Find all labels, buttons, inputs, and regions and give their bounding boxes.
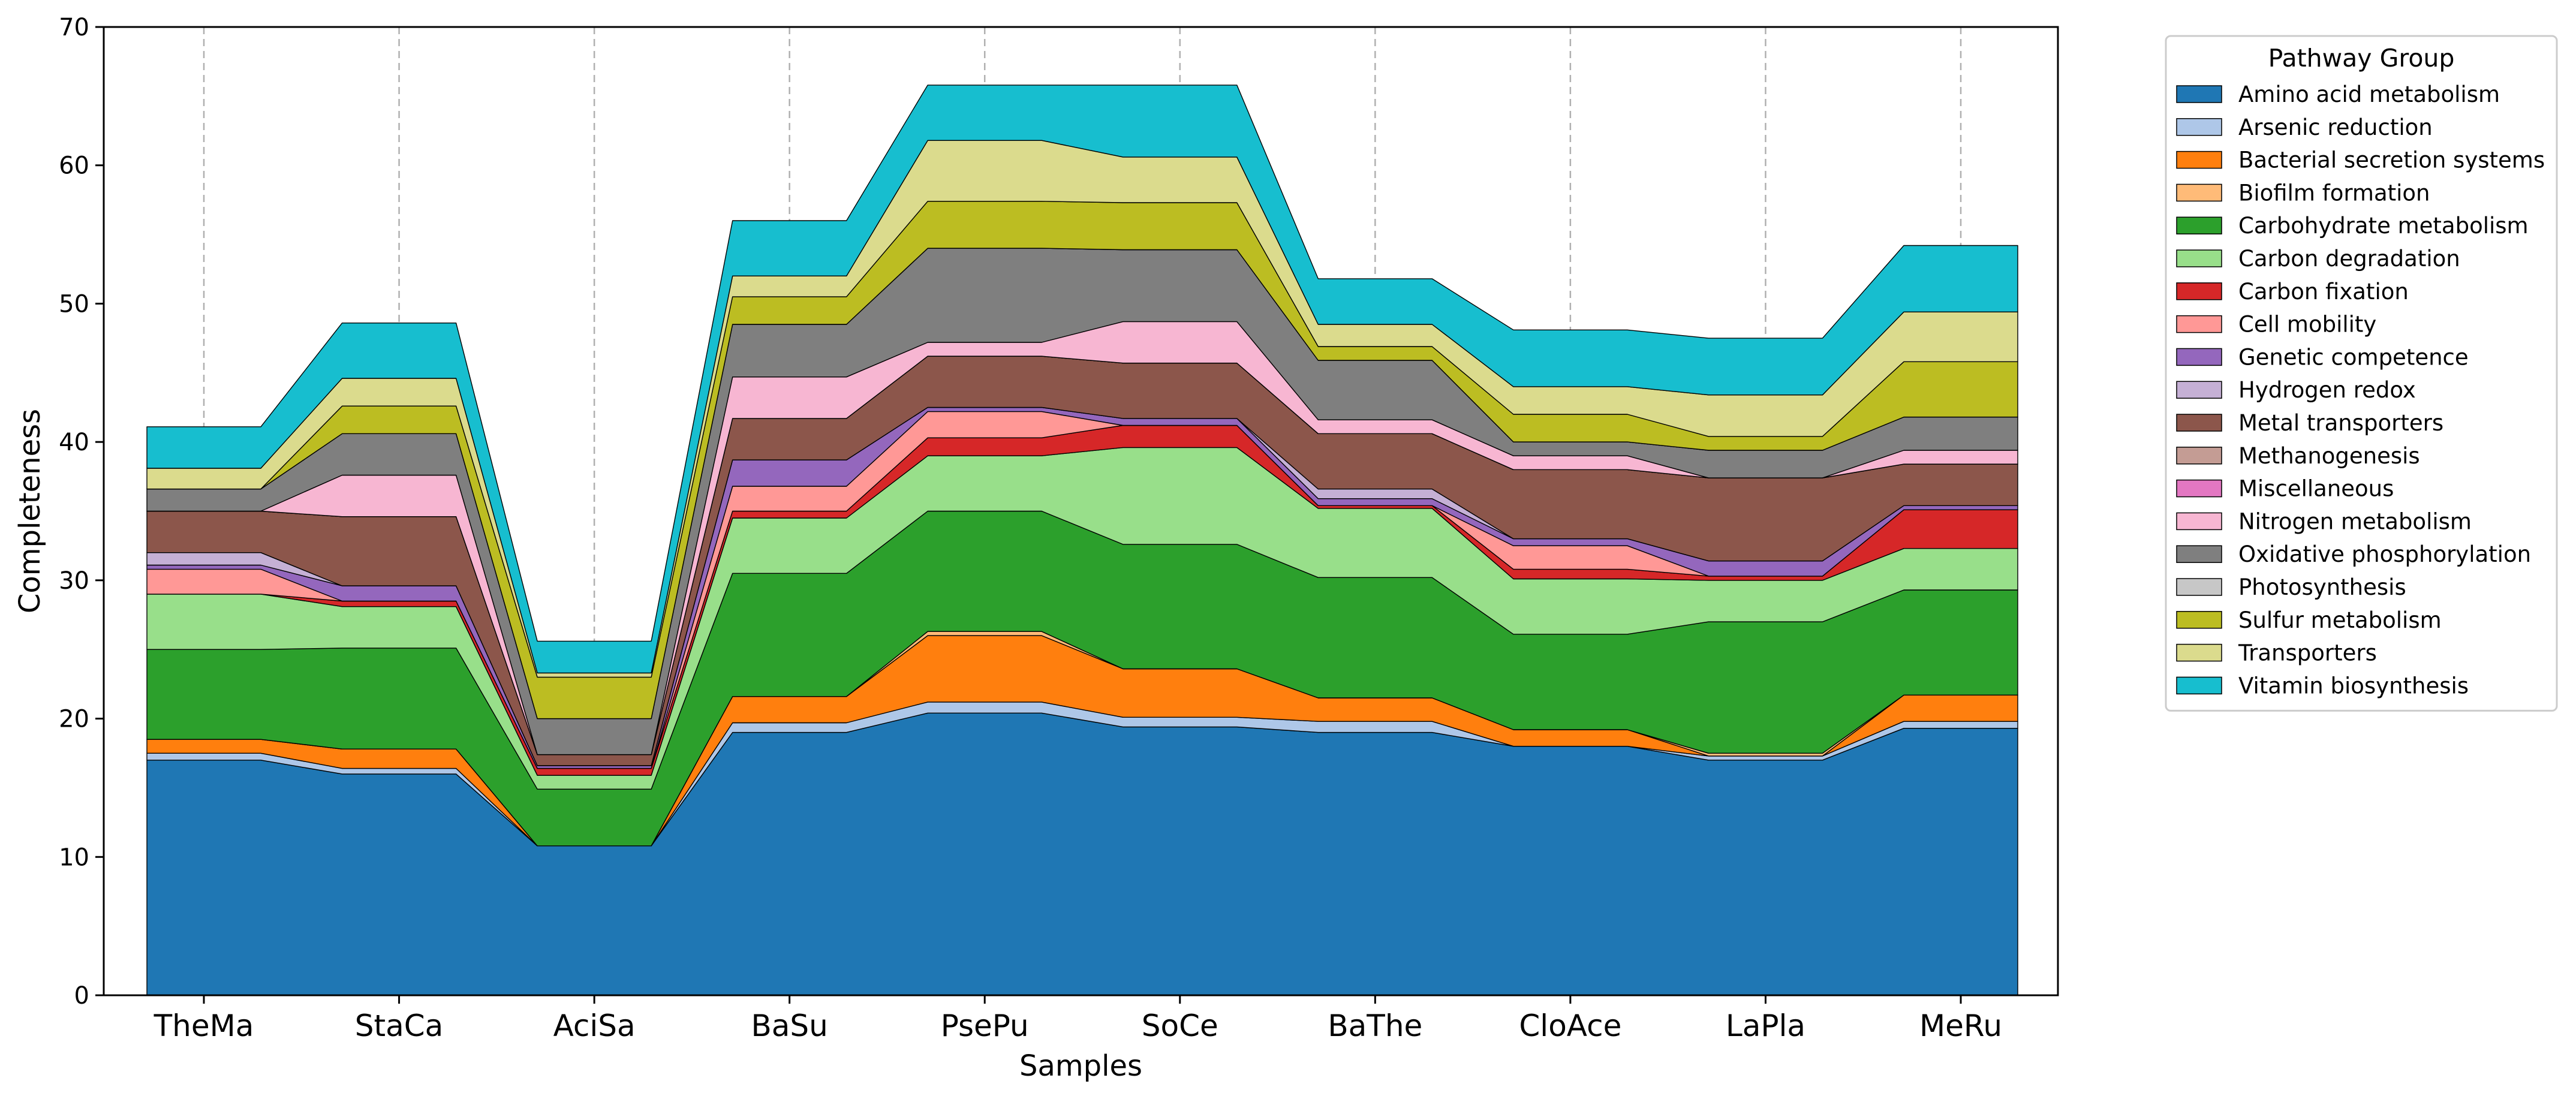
x-tick-label: AciSa: [553, 1008, 636, 1043]
y-axis-label: Completeness: [13, 409, 47, 613]
legend-swatch-vitamin-biosynthesis: [2176, 676, 2222, 695]
legend-label-amino-acid-metabolism: Amino acid metabolism: [2238, 82, 2500, 107]
legend-swatch-amino-acid-metabolism: [2176, 85, 2222, 103]
x-tick-label: TheMa: [154, 1008, 254, 1043]
legend-swatch-metal-transporters: [2176, 414, 2222, 432]
y-tick-label: 10: [59, 844, 89, 871]
legend-label-carbohydrate-metabolism: Carbohydrate metabolism: [2238, 213, 2529, 239]
y-tick-label: 50: [59, 290, 89, 318]
legend-label-vitamin-biosynthesis: Vitamin biosynthesis: [2238, 673, 2469, 698]
area-layers: [146, 85, 2018, 996]
legend-swatch-genetic-competence: [2176, 348, 2222, 366]
y-tick-label: 30: [59, 567, 89, 595]
y-axis: 0 10 20 30 40 50 60 70: [59, 14, 104, 1010]
legend-swatch-carbohydrate-metabolism: [2176, 216, 2222, 234]
x-tick-label: SoCe: [1142, 1008, 1218, 1043]
legend-label-miscellaneous: Miscellaneous: [2238, 476, 2394, 502]
legend-label-sulfur-metabolism: Sulfur metabolism: [2238, 607, 2442, 633]
legend-swatch-photosynthesis: [2176, 578, 2222, 596]
y-tick-label: 70: [59, 14, 89, 41]
legend-swatch-miscellaneous: [2176, 479, 2222, 498]
legend-swatch-nitrogen-metabolism: [2176, 512, 2222, 531]
legend-label-metal-transporters: Metal transporters: [2238, 410, 2443, 436]
y-tick-label: 20: [59, 706, 89, 733]
legend-swatch-oxidative-phosphorylation: [2176, 545, 2222, 563]
legend-swatch-transporters: [2176, 643, 2222, 662]
legend-swatch-biofilm-formation: [2176, 183, 2222, 202]
legend-label-methanogenesis: Methanogenesis: [2238, 443, 2420, 469]
legend-label-biofilm-formation: Biofilm formation: [2238, 180, 2430, 206]
legend-label-arsenic-reduction: Arsenic reduction: [2238, 115, 2433, 140]
legend-swatch-hydrogen-redox: [2176, 381, 2222, 399]
y-tick-label: 40: [59, 429, 89, 456]
legend-swatch-cell-mobility: [2176, 315, 2222, 333]
x-axis: TheMa StaCa AciSa BaSu PsePu SoCe BaThe CloAce L…: [154, 995, 2002, 1043]
x-tick-label: MeRu: [1919, 1008, 2002, 1043]
y-tick-label: 0: [74, 982, 89, 1010]
legend-swatch-methanogenesis: [2176, 447, 2222, 465]
legend-label-carbon-degradation: Carbon degradation: [2238, 246, 2460, 272]
x-tick-label: CloAce: [1519, 1008, 1621, 1043]
legend-swatch-arsenic-reduction: [2176, 118, 2222, 136]
legend-label-genetic-competence: Genetic competence: [2238, 344, 2469, 370]
legend-frame: [2165, 35, 2558, 712]
x-axis-label: Samples: [1019, 1049, 1142, 1083]
legend-title: Pathway Group: [2268, 44, 2455, 73]
x-tick-label: StaCa: [355, 1008, 444, 1043]
legend-label-oxidative-phosphorylation: Oxidative phosphorylation: [2238, 541, 2531, 567]
plot-frame: [103, 26, 2059, 996]
x-tick-label: PsePu: [941, 1008, 1029, 1043]
legend-swatch-bacterial-secretion-systems: [2176, 150, 2222, 169]
legend-label-transporters: Transporters: [2238, 640, 2377, 666]
legend: Pathway Group Amino acid metabolism Arsen…: [2165, 35, 2558, 712]
area-vitamin-biosynthesis: [146, 85, 2018, 674]
legend-label-cell-mobility: Cell mobility: [2238, 312, 2376, 338]
legend-swatch-sulfur-metabolism: [2176, 611, 2222, 629]
legend-swatch-carbon-degradation: [2176, 249, 2222, 267]
legend-label-carbon-fixation: Carbon fixation: [2238, 279, 2409, 305]
x-tick-label: BaSu: [751, 1008, 827, 1043]
x-tick-label: BaThe: [1328, 1008, 1422, 1043]
y-tick-label: 60: [59, 152, 89, 180]
x-tick-label: LaPla: [1726, 1008, 1805, 1043]
legend-label-nitrogen-metabolism: Nitrogen metabolism: [2238, 508, 2472, 534]
legend-label-bacterial-secretion-systems: Bacterial secretion systems: [2238, 147, 2545, 173]
legend-label-photosynthesis: Photosynthesis: [2238, 574, 2406, 600]
legend-swatch-carbon-fixation: [2176, 282, 2222, 300]
legend-items: Amino acid metabolism Arsenic reduction Ba…: [2176, 82, 2545, 698]
legend-label-hydrogen-redox: Hydrogen redox: [2238, 377, 2416, 403]
